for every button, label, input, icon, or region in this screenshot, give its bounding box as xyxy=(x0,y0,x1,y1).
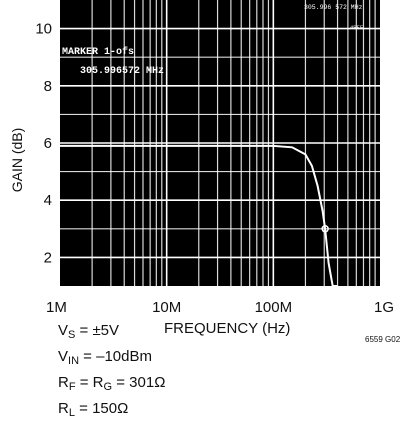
axis-ticks: 1M 10M 100M 1G 2 4 6 8 10 xyxy=(35,21,394,316)
condition-vs: VS = ±5V xyxy=(58,322,120,341)
top-right-readout: 305.996 572 MHz xyxy=(304,4,363,11)
y-tick-label: 6 xyxy=(44,135,52,152)
x-tick-label: 100M xyxy=(255,299,293,316)
marker-frequency: 305.996572 MHz xyxy=(80,66,164,77)
x-axis-label: FREQUENCY (Hz) xyxy=(164,320,291,337)
condition-vin: VIN = –10dBm xyxy=(58,348,152,367)
marker-title: MARKER 1-ofs xyxy=(62,46,134,58)
gain-chart: 1M 10M 100M 1G 2 4 6 8 10 MARKER 1-ofs 305.99657… xyxy=(9,0,394,316)
x-tick-label: 1G xyxy=(374,299,394,316)
condition-rl: RL = 150Ω xyxy=(58,400,129,419)
x-tick-label: 1M xyxy=(46,299,67,316)
y-tick-label: 8 xyxy=(44,78,52,95)
test-conditions: VS = ±5V VIN = –10dBm RF = RG = 301Ω RL … xyxy=(58,320,165,424)
y-tick-label: 2 xyxy=(44,249,52,266)
marker xyxy=(321,225,329,233)
y-tick-label: 4 xyxy=(44,192,52,209)
figure-number: 6559 G02 xyxy=(365,335,401,344)
condition-rf-rg: RF = RG = 301Ω xyxy=(58,374,166,393)
marker-dot xyxy=(321,225,329,233)
y-axis-label: GAIN (dB) xyxy=(9,128,25,193)
x-tick-label: 10M xyxy=(152,299,181,316)
gain-trace xyxy=(60,144,338,287)
y-tick-label: 10 xyxy=(35,21,52,38)
top-right-ref: 4REF xyxy=(350,24,363,31)
major-grid xyxy=(60,0,380,286)
